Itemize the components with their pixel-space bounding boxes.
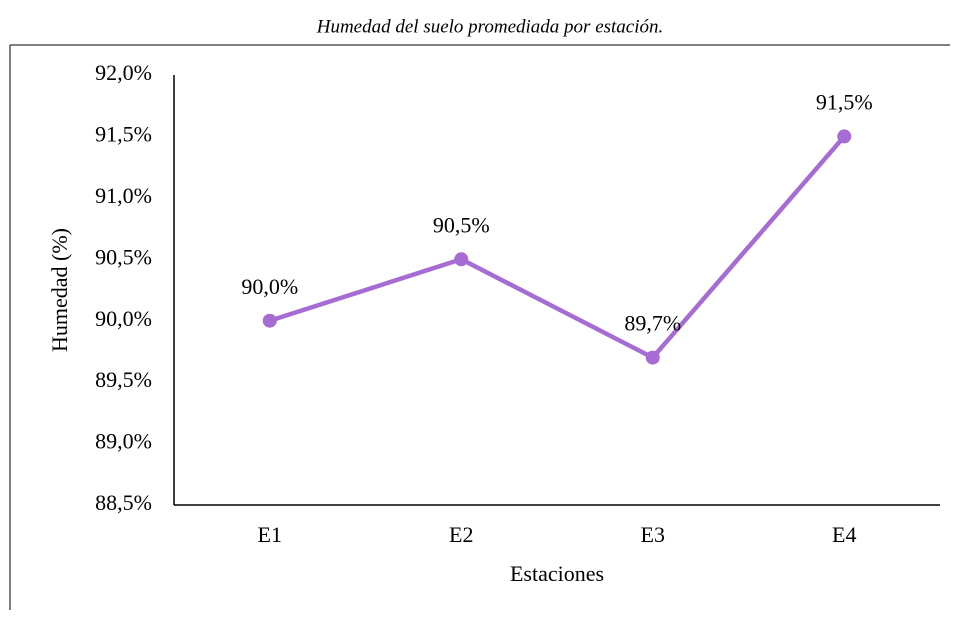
data-label: 90,0% — [241, 274, 298, 299]
y-tick-label: 89,5% — [95, 367, 152, 392]
x-tick-label: E2 — [449, 522, 473, 547]
point — [262, 313, 277, 328]
line — [269, 134, 846, 360]
y-tick-label: 91,5% — [95, 121, 152, 146]
y-tick-label: 91,0% — [95, 183, 152, 208]
y-tick-label: 88,5% — [95, 490, 152, 515]
y-axis-label: Humedad (%) — [47, 228, 72, 352]
chart-title: Humedad del suelo promediada por estació… — [316, 16, 664, 37]
point — [837, 129, 852, 144]
data-label: 89,7% — [624, 311, 681, 336]
data-label: 90,5% — [433, 212, 490, 237]
y-tick-label: 90,0% — [95, 306, 152, 331]
x-tick-label: E3 — [641, 522, 665, 547]
y-tick-label: 90,5% — [95, 244, 152, 269]
point — [454, 252, 469, 267]
point — [645, 350, 660, 365]
x-axis-label: Estaciones — [510, 561, 604, 586]
data-label: 91,5% — [816, 89, 873, 114]
x-tick-label: E1 — [258, 522, 282, 547]
x-tick-label: E4 — [832, 522, 856, 547]
y-tick-label: 89,0% — [95, 429, 152, 454]
y-tick-label: 92,0% — [95, 60, 152, 85]
